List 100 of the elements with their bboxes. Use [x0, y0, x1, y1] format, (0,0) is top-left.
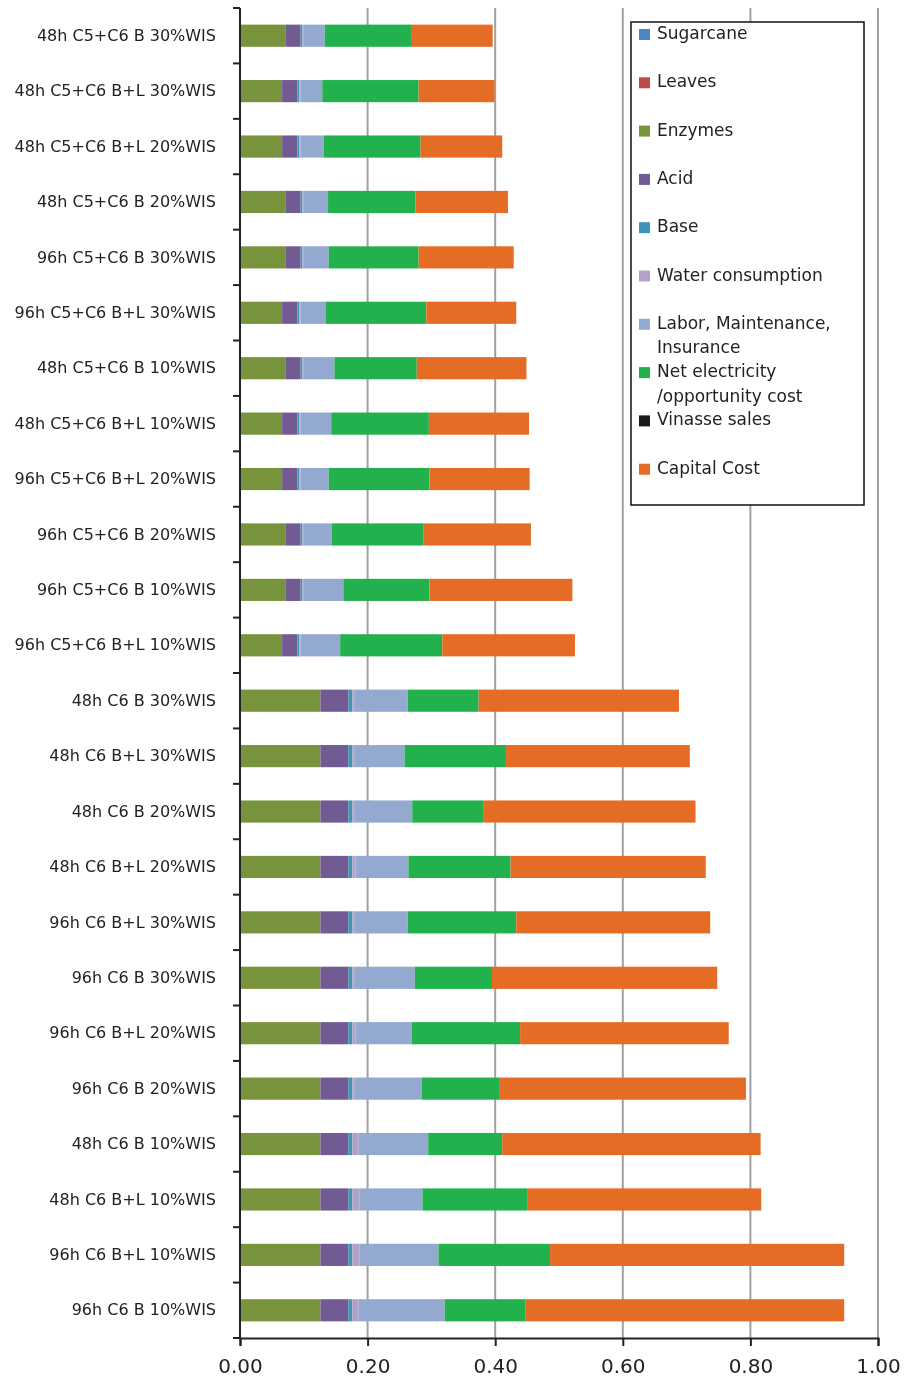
- legend-label: Acid: [657, 167, 694, 188]
- bar: [240, 578, 286, 601]
- bar: [240, 357, 286, 380]
- bar: [303, 190, 329, 214]
- legend-label: Capital Cost: [657, 457, 761, 478]
- x-tick-label: 0.80: [728, 1354, 774, 1378]
- bar: [359, 1243, 439, 1266]
- bar: [285, 246, 301, 269]
- bar: [300, 135, 324, 158]
- bar: [328, 190, 416, 214]
- bar: [418, 246, 514, 269]
- bar: [320, 745, 349, 768]
- x-tick-label: 0.00: [218, 1354, 263, 1378]
- bar: [328, 467, 430, 491]
- x-tick-label: 0.40: [473, 1354, 518, 1378]
- bar: [240, 1188, 321, 1211]
- bar: [303, 523, 332, 546]
- bar: [320, 1022, 349, 1045]
- y-tick-label: 48h C5+C6 B 10%WIS: [36, 358, 216, 378]
- bar: [334, 357, 417, 380]
- bar: [282, 80, 298, 103]
- bar: [348, 966, 353, 989]
- bar: [527, 1188, 762, 1211]
- bar: [240, 523, 286, 546]
- bar: [343, 578, 430, 601]
- bar: [520, 1022, 729, 1045]
- bar: [300, 80, 323, 103]
- bar: [354, 966, 415, 989]
- y-tick-label: 96h C5+C6 B 30%WIS: [36, 247, 216, 267]
- bar: [240, 966, 321, 989]
- bar: [282, 135, 298, 158]
- y-tick-label: 48h C6 B+L 30%WIS: [49, 746, 216, 766]
- bar: [420, 135, 503, 158]
- bar: [506, 745, 690, 768]
- bar: [328, 246, 419, 269]
- bar: [438, 1243, 551, 1266]
- y-tick-label: 48h C5+C6 B 20%WIS: [36, 192, 216, 212]
- bar: [410, 24, 493, 47]
- y-tick-label: 48h C6 B 10%WIS: [71, 1134, 216, 1154]
- bar: [348, 689, 353, 712]
- bar: [355, 1022, 412, 1045]
- bar: [429, 578, 573, 601]
- bar: [240, 80, 283, 103]
- y-tick-label: 48h C5+C6 B+L 10%WIS: [14, 413, 216, 433]
- bar: [320, 1132, 349, 1156]
- bar: [240, 190, 286, 214]
- bar: [358, 1299, 445, 1322]
- x-tick-label: 0.60: [601, 1354, 646, 1378]
- bar: [300, 412, 332, 435]
- bar: [412, 800, 484, 823]
- bar: [352, 1022, 356, 1045]
- bar: [240, 800, 321, 823]
- legend-label: Base: [657, 216, 699, 237]
- bar: [285, 578, 301, 601]
- y-tick-label: 48h C6 B+L 20%WIS: [49, 857, 216, 877]
- bar: [421, 1077, 500, 1100]
- bar: [348, 911, 353, 934]
- legend-label: Leaves: [657, 71, 717, 92]
- bar: [428, 412, 530, 435]
- y-tick-label: 96h C6 B 10%WIS: [71, 1300, 216, 1320]
- bar: [240, 1077, 321, 1100]
- bar: [240, 911, 321, 934]
- bar: [516, 911, 711, 934]
- y-tick-label: 48h C5+C6 B+L 30%WIS: [14, 81, 216, 101]
- bar: [510, 855, 706, 879]
- legend-label: Water consumption: [657, 264, 823, 285]
- y-tick-label: 48h C5+C6 B 30%WIS: [36, 25, 216, 45]
- bar: [407, 689, 479, 712]
- bar: [354, 745, 405, 768]
- bar: [414, 966, 493, 989]
- bar: [303, 24, 325, 47]
- bar: [404, 745, 507, 768]
- bar: [240, 301, 283, 324]
- bar: [285, 24, 301, 47]
- bar: [300, 467, 329, 491]
- bar: [240, 634, 283, 657]
- legend-label: Labor, Maintenance, Insurance: [657, 312, 831, 358]
- bar: [323, 135, 421, 158]
- bar: [352, 855, 356, 879]
- legend-label: Net electricity /opportunity cost: [657, 361, 803, 406]
- y-tick-label: 96h C5+C6 B 10%WIS: [36, 579, 216, 599]
- bar: [282, 467, 298, 491]
- bar: [240, 467, 283, 491]
- bar: [282, 301, 298, 324]
- legend-label: Enzymes: [657, 119, 734, 140]
- y-tick-label: 48h C6 B 20%WIS: [71, 801, 216, 821]
- bar: [240, 1022, 321, 1045]
- bar: [320, 1077, 349, 1100]
- bar: [240, 1299, 321, 1322]
- bar: [320, 800, 349, 823]
- y-tick-label: 96h C6 B 20%WIS: [71, 1078, 216, 1098]
- x-tick-label: 1.00: [856, 1354, 901, 1378]
- bar: [492, 966, 718, 989]
- bar: [354, 689, 408, 712]
- bar: [354, 800, 413, 823]
- bar: [499, 1077, 746, 1100]
- bar: [352, 1243, 360, 1266]
- bar: [408, 855, 511, 879]
- bar: [355, 855, 409, 879]
- bar: [285, 190, 301, 214]
